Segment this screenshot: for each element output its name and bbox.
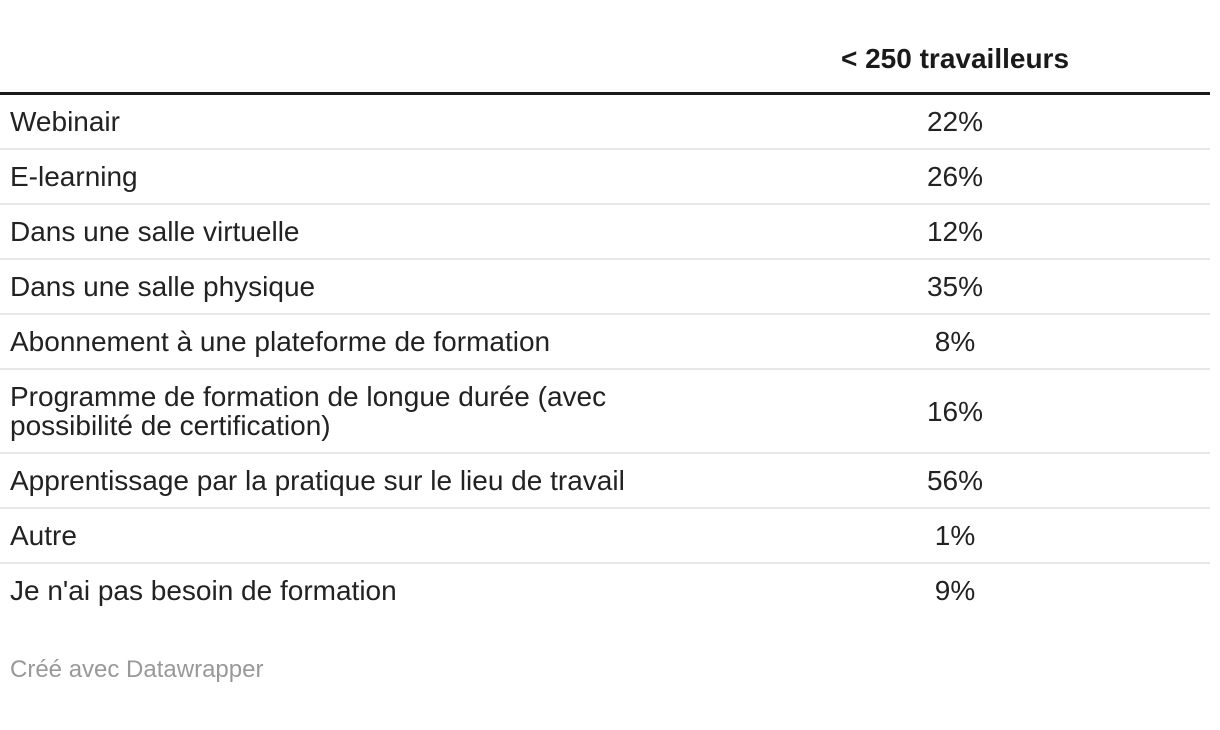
row-value: 1% [934, 520, 976, 551]
table-row: Dans une salle virtuelle 12% [0, 204, 1210, 259]
row-label: Webinair [10, 106, 120, 137]
row-label: Abonnement à une plateforme de formation [10, 326, 551, 357]
table-row: E-learning 26% [0, 149, 1210, 204]
row-label: E-learning [10, 161, 138, 192]
table-row: Dans une salle physique 35% [0, 259, 1210, 314]
table-row: Je n'ai pas besoin de formation 9% [0, 563, 1210, 617]
data-table: < 250 travailleurs Webinair 22% E-learning… [0, 42, 1210, 617]
row-label: Dans une salle physique [10, 271, 316, 302]
value-column-header: < 250 travailleurs [840, 43, 1070, 74]
row-label: Autre [10, 520, 77, 551]
table-header: < 250 travailleurs [0, 42, 1210, 94]
header-row: < 250 travailleurs [0, 42, 1210, 94]
row-value: 8% [934, 326, 976, 357]
row-label: Je n'ai pas besoin de formation [10, 575, 397, 606]
row-value: 12% [926, 216, 984, 247]
table-row: Webinair 22% [0, 94, 1210, 149]
table-row: Programme de formation de longue durée (… [0, 369, 1210, 453]
table-row: Autre 1% [0, 508, 1210, 563]
row-label: Apprentissage par la pratique sur le lie… [10, 465, 625, 496]
row-value: 22% [926, 106, 984, 137]
row-label: Programme de formation de longue durée (… [10, 381, 607, 441]
datawrapper-attribution-link[interactable]: Créé avec Datawrapper [10, 656, 264, 683]
row-value: 26% [926, 161, 984, 192]
table-body: Webinair 22% E-learning 26% Dans une salle v… [0, 94, 1210, 618]
row-value: 35% [926, 271, 984, 302]
table-row: Apprentissage par la pratique sur le lie… [0, 453, 1210, 508]
label-column-header [0, 42, 700, 94]
table-row: Abonnement à une plateforme de formation… [0, 314, 1210, 369]
row-label: Dans une salle virtuelle [10, 216, 300, 247]
row-value: 9% [934, 575, 976, 606]
row-value: 56% [926, 465, 984, 496]
datawrapper-table-chart: < 250 travailleurs Webinair 22% E-learning… [0, 42, 1210, 684]
row-value: 16% [926, 395, 984, 427]
